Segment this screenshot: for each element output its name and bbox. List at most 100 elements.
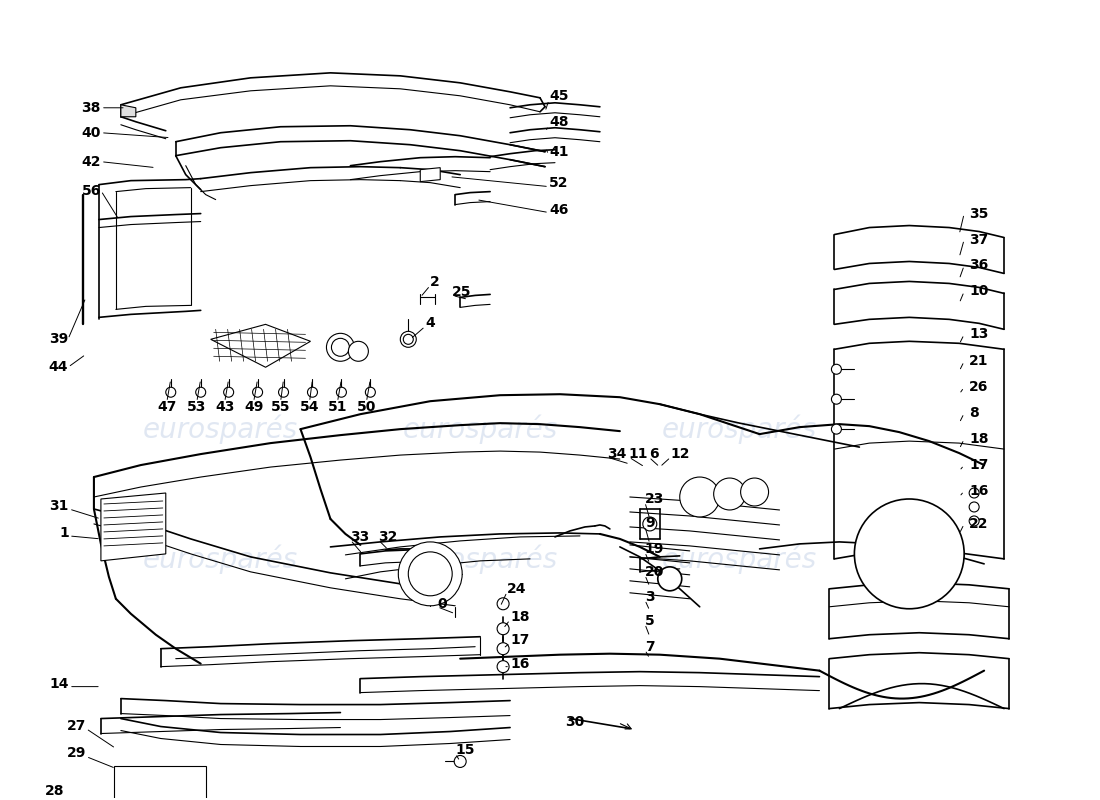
Text: 34: 34 <box>607 447 626 461</box>
Circle shape <box>454 755 466 767</box>
Text: 40: 40 <box>81 126 101 140</box>
Text: 32: 32 <box>378 530 398 544</box>
Text: 54: 54 <box>299 400 319 414</box>
Circle shape <box>714 478 746 510</box>
Circle shape <box>278 387 288 397</box>
Text: 35: 35 <box>969 206 989 221</box>
Text: 14: 14 <box>50 677 69 690</box>
Text: 18: 18 <box>510 610 529 624</box>
Text: 30: 30 <box>565 714 584 729</box>
Text: 42: 42 <box>81 154 101 169</box>
Text: eurosparés: eurosparés <box>143 544 298 574</box>
Text: 1: 1 <box>59 526 69 540</box>
Text: 28: 28 <box>44 785 64 798</box>
Circle shape <box>365 387 375 397</box>
Text: 16: 16 <box>969 484 989 498</box>
Text: 7: 7 <box>645 640 654 654</box>
Text: 15: 15 <box>455 743 475 758</box>
Text: 49: 49 <box>244 400 263 414</box>
Circle shape <box>408 552 452 596</box>
Text: 17: 17 <box>969 458 989 472</box>
Text: 8: 8 <box>969 406 979 420</box>
Text: eurosparés: eurosparés <box>143 414 298 444</box>
Circle shape <box>658 567 682 591</box>
Text: 37: 37 <box>969 233 989 246</box>
Text: 20: 20 <box>645 565 664 579</box>
Text: 38: 38 <box>81 101 101 114</box>
Circle shape <box>327 334 354 362</box>
Text: 25: 25 <box>452 286 472 299</box>
Polygon shape <box>420 168 440 182</box>
Circle shape <box>497 642 509 654</box>
Text: 55: 55 <box>271 400 290 414</box>
Circle shape <box>398 542 462 606</box>
Text: 9: 9 <box>645 516 654 530</box>
Circle shape <box>832 364 842 374</box>
Circle shape <box>400 331 416 347</box>
Text: 6: 6 <box>649 447 659 461</box>
Text: 44: 44 <box>48 360 68 374</box>
Text: 27: 27 <box>67 718 86 733</box>
Text: 48: 48 <box>549 114 569 129</box>
Circle shape <box>331 338 350 356</box>
Text: 23: 23 <box>645 492 664 506</box>
Circle shape <box>740 478 769 506</box>
Text: 17: 17 <box>510 633 529 646</box>
Circle shape <box>253 387 263 397</box>
Circle shape <box>497 661 509 673</box>
Text: 51: 51 <box>328 400 348 414</box>
Text: 53: 53 <box>187 400 207 414</box>
Circle shape <box>404 334 414 344</box>
Text: 16: 16 <box>510 657 529 670</box>
Circle shape <box>349 342 368 362</box>
Circle shape <box>308 387 318 397</box>
Text: 10: 10 <box>969 285 989 298</box>
Circle shape <box>497 598 509 610</box>
Circle shape <box>642 517 657 531</box>
Circle shape <box>855 499 965 609</box>
Text: 43: 43 <box>214 400 234 414</box>
Text: 52: 52 <box>549 176 569 190</box>
Text: 24: 24 <box>507 582 527 596</box>
Circle shape <box>223 387 233 397</box>
Text: 29: 29 <box>67 746 86 761</box>
Text: 33: 33 <box>351 530 370 544</box>
Text: 19: 19 <box>645 542 664 556</box>
Text: 47: 47 <box>157 400 176 414</box>
Circle shape <box>969 516 979 526</box>
Bar <box>114 766 206 800</box>
Text: 46: 46 <box>549 202 569 217</box>
Circle shape <box>680 477 719 517</box>
Text: 56: 56 <box>81 184 101 198</box>
Text: 0: 0 <box>437 597 447 610</box>
Circle shape <box>166 387 176 397</box>
Text: eurosparés: eurosparés <box>403 544 558 574</box>
Text: eurosparés: eurosparés <box>403 414 558 444</box>
Polygon shape <box>211 324 310 367</box>
Text: 41: 41 <box>549 145 569 158</box>
Circle shape <box>497 622 509 634</box>
Text: 2: 2 <box>430 275 440 290</box>
Text: 50: 50 <box>356 400 376 414</box>
Text: 22: 22 <box>969 517 989 531</box>
Text: 39: 39 <box>48 332 68 346</box>
Text: 36: 36 <box>969 258 989 273</box>
Text: 31: 31 <box>50 499 69 513</box>
Polygon shape <box>101 493 166 561</box>
Circle shape <box>832 424 842 434</box>
Circle shape <box>969 502 979 512</box>
Circle shape <box>196 387 206 397</box>
Text: eurosparés: eurosparés <box>662 414 817 444</box>
Text: 21: 21 <box>969 354 989 368</box>
Text: 11: 11 <box>629 447 648 461</box>
Text: 18: 18 <box>969 432 989 446</box>
Polygon shape <box>121 105 135 117</box>
Text: 26: 26 <box>969 380 989 394</box>
Text: 45: 45 <box>549 89 569 103</box>
Text: 5: 5 <box>645 614 654 628</box>
Text: eurosparés: eurosparés <box>662 544 817 574</box>
Text: 12: 12 <box>671 447 691 461</box>
Circle shape <box>969 488 979 498</box>
Circle shape <box>337 387 346 397</box>
Text: 4: 4 <box>426 316 434 330</box>
